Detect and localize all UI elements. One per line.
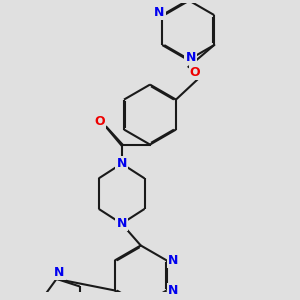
Text: N: N: [116, 157, 127, 170]
Text: O: O: [94, 115, 105, 128]
Text: N: N: [168, 254, 178, 267]
Text: N: N: [54, 266, 64, 279]
Text: N: N: [168, 284, 178, 297]
Text: N: N: [154, 6, 165, 19]
Text: O: O: [190, 66, 200, 79]
Text: N: N: [116, 217, 127, 230]
Text: N: N: [186, 51, 196, 64]
